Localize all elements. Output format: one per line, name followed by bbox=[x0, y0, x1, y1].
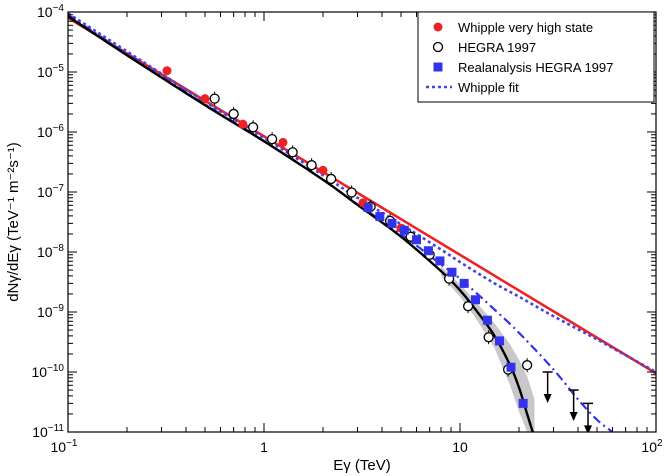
legend-item: Whipple very high state bbox=[433, 20, 593, 35]
y-tick-label: 10−9 bbox=[37, 303, 64, 320]
realanalysis-point bbox=[447, 267, 457, 277]
hegra-point bbox=[325, 173, 337, 185]
hegra-point bbox=[228, 108, 239, 120]
realanalysis-point bbox=[423, 246, 433, 256]
upper-limit-arrow bbox=[568, 389, 579, 422]
legend: Whipple very high state HEGRA 1997 Realana… bbox=[417, 11, 655, 103]
legend-label: Whipple very high state bbox=[458, 20, 593, 35]
hegra-point bbox=[287, 147, 298, 158]
y-tick-label: 10−4 bbox=[37, 3, 64, 20]
realanalysis-point bbox=[506, 362, 516, 372]
x-tick-label: 10 bbox=[452, 439, 468, 455]
legend-label: Whipple fit bbox=[458, 80, 519, 95]
whipple-fit-line bbox=[68, 12, 656, 374]
whipple-point bbox=[318, 165, 328, 175]
whipple-point bbox=[200, 94, 210, 104]
legend-marker-whipple bbox=[433, 22, 443, 32]
realanalysis-point bbox=[375, 212, 385, 222]
y-tick-label: 10−11 bbox=[32, 423, 64, 440]
whipple-point bbox=[162, 66, 172, 76]
plot-area bbox=[68, 12, 656, 432]
legend-marker-hegra bbox=[432, 41, 444, 53]
hegra-point bbox=[209, 93, 220, 104]
realanalysis-point bbox=[494, 336, 504, 346]
hegra-point bbox=[346, 187, 357, 198]
upper-limit-head bbox=[584, 425, 593, 432]
whipple-point bbox=[238, 119, 248, 129]
legend-item: Whipple fit bbox=[426, 80, 519, 95]
hegra-point bbox=[266, 134, 278, 145]
realanalysis-point bbox=[399, 225, 409, 235]
plot-frame bbox=[67, 11, 657, 433]
upper-limit-head bbox=[543, 394, 552, 403]
upper-limit-head bbox=[569, 412, 578, 422]
hegra-point bbox=[483, 332, 494, 343]
legend-item: Realanalysis HEGRA 1997 bbox=[433, 60, 613, 75]
legend-box bbox=[417, 11, 655, 103]
hegra-point bbox=[306, 160, 317, 171]
hegra-point bbox=[462, 301, 474, 312]
y-axis-label: dNγ/dEγ (TeV⁻¹ m⁻²s⁻¹) bbox=[5, 142, 22, 302]
upper-limit-arrow bbox=[583, 402, 594, 432]
x-tick-label: 102 bbox=[641, 438, 663, 455]
legend-label: Realanalysis HEGRA 1997 bbox=[458, 60, 613, 75]
y-tick-label: 10−7 bbox=[37, 183, 64, 200]
hegra-point bbox=[521, 360, 533, 371]
upper-limit-arrow bbox=[542, 371, 553, 403]
realanalysis-point bbox=[518, 398, 528, 408]
x-tick-label: 10−1 bbox=[51, 438, 78, 455]
y-tick-label: 10−8 bbox=[37, 243, 64, 260]
realanalysis-point bbox=[459, 278, 469, 288]
whipple-point bbox=[278, 137, 288, 147]
x-axis-label: Eγ (TeV) bbox=[333, 457, 391, 474]
realanalysis-point bbox=[363, 203, 373, 213]
y-tick-label: 10−6 bbox=[37, 123, 64, 140]
hegra-point bbox=[247, 122, 259, 133]
legend-label: HEGRA 1997 bbox=[458, 40, 536, 55]
realanalysis-point bbox=[471, 295, 481, 305]
y-tick-label: 10−10 bbox=[31, 363, 64, 380]
cutoff-fit-black-line bbox=[68, 15, 534, 432]
realanalysis-point bbox=[387, 218, 397, 228]
x-tick-label: 1 bbox=[260, 439, 268, 455]
legend-marker-realanalysis bbox=[433, 62, 443, 72]
realanalysis-point bbox=[435, 256, 445, 266]
realanalysis-point bbox=[482, 315, 492, 325]
legend-item: HEGRA 1997 bbox=[432, 40, 536, 55]
y-tick-label: 10−5 bbox=[37, 63, 64, 80]
realanalysis-point bbox=[412, 235, 422, 245]
